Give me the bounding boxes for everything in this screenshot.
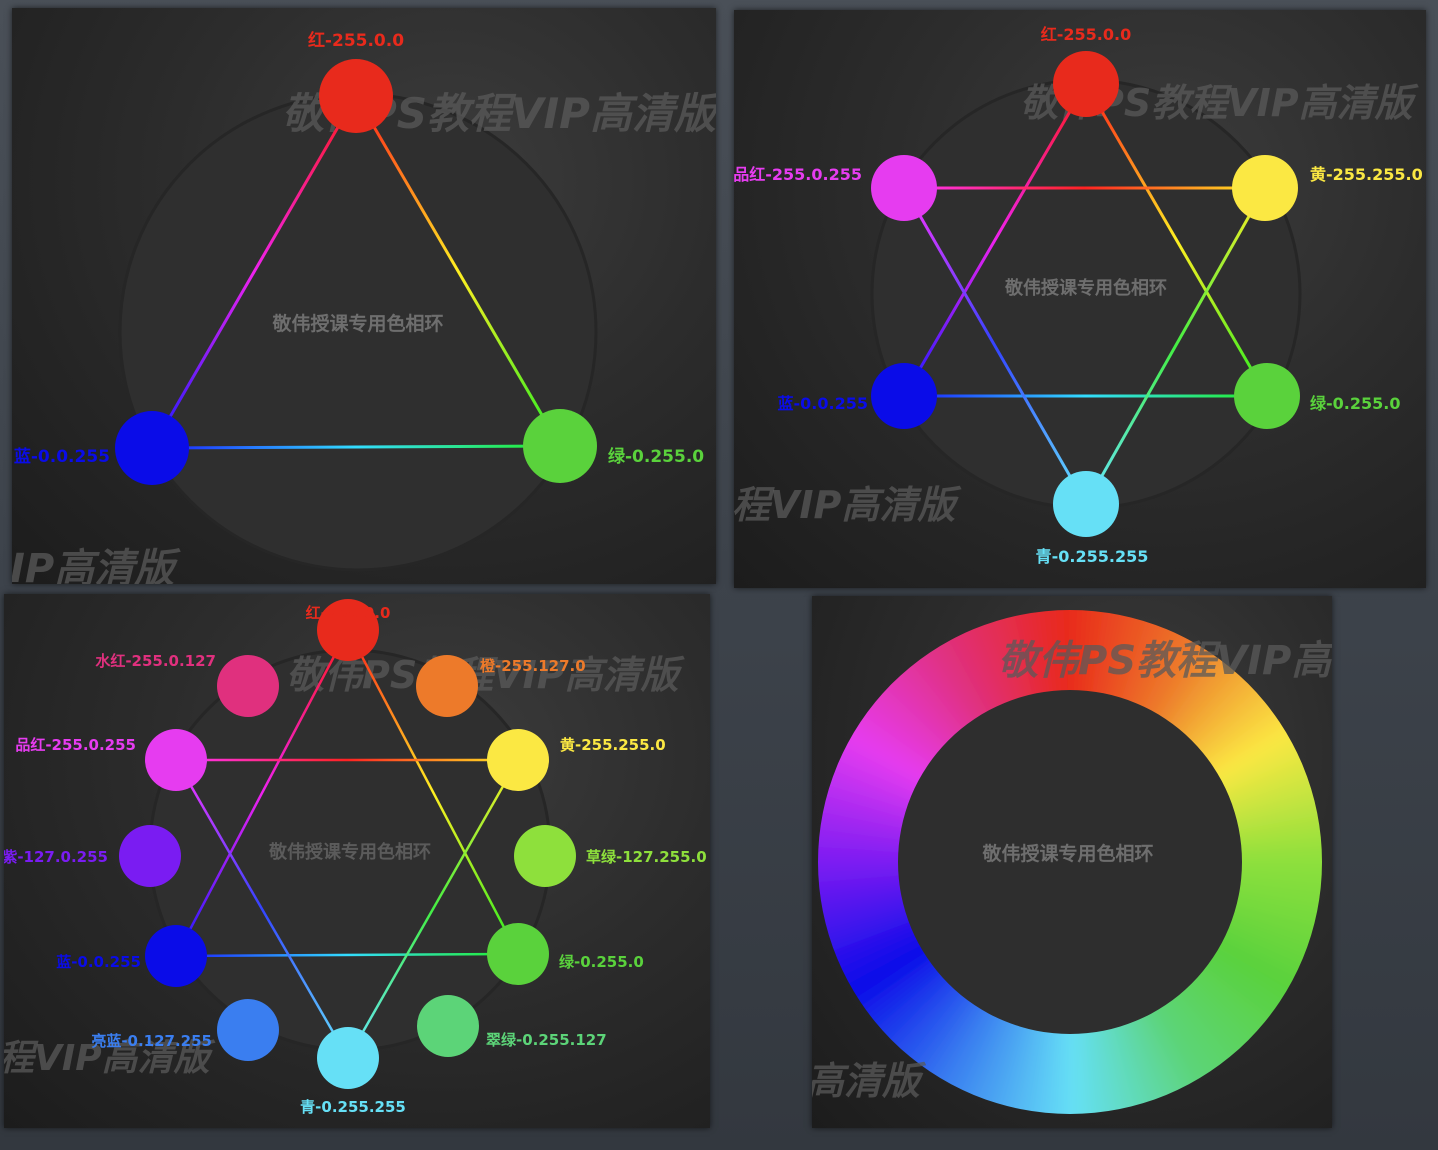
watermark: 敬伟PS教程VIP高 bbox=[998, 638, 1332, 684]
watermark-fragment: 高清版 bbox=[812, 1059, 927, 1103]
node-yellow bbox=[1232, 155, 1298, 221]
edge-green-blue bbox=[151, 444, 561, 450]
watermark-fragment: 程VIP高清版 bbox=[4, 1038, 216, 1079]
node-violet bbox=[119, 825, 181, 887]
edge-blue-red bbox=[174, 629, 350, 957]
label-cyan: 青-0.255.255 bbox=[1036, 547, 1149, 566]
hexagram-diagram: 敬伟PS教程VIP高清版 程VIP高清版 敬伟授课专用色相环 红-255.0.0… bbox=[734, 25, 1423, 566]
edge-yellow-cyan bbox=[346, 759, 520, 1059]
node-rose bbox=[217, 655, 279, 717]
label-spring-green: 翠绿-0.255.127 bbox=[486, 1031, 607, 1049]
label-blue: 蓝-0.0.255 bbox=[56, 953, 141, 971]
label-green: 绿-0.255.0 bbox=[559, 953, 644, 971]
edge-red-green bbox=[354, 95, 562, 447]
node-yellow bbox=[487, 729, 549, 791]
label-green: 绿-0.255.0 bbox=[608, 446, 704, 467]
edge-blue-red bbox=[902, 83, 1088, 397]
node-spring-green bbox=[417, 995, 479, 1057]
label-yellow: 黄-255.255.0 bbox=[560, 736, 666, 754]
label-chartreuse: 草绿-127.255.0 bbox=[586, 848, 707, 866]
node-blue bbox=[145, 925, 207, 987]
node-orange bbox=[416, 655, 478, 717]
label-cyan: 青-0.255.255 bbox=[300, 1098, 406, 1116]
label-violet: 紫-127.0.255 bbox=[4, 848, 108, 866]
edge-blue-red bbox=[150, 95, 358, 449]
label-green: 绿-0.255.0 bbox=[1310, 394, 1400, 413]
label-red: 红-255.0.0 bbox=[306, 604, 391, 622]
node-green bbox=[523, 409, 597, 483]
edge-cyan-magenta bbox=[902, 187, 1088, 505]
label-blue: 蓝-0.0.255 bbox=[778, 394, 868, 413]
edge-green-blue bbox=[175, 952, 519, 958]
panel-six-color-star: 敬伟PS教程VIP高清版 程VIP高清版 敬伟授课专用色相环 红-255.0.0… bbox=[734, 10, 1426, 588]
center-label: 敬伟授课专用色相环 bbox=[268, 841, 431, 863]
center-label: 敬伟授课专用色相环 bbox=[1004, 277, 1167, 299]
watermark-fragment: 程VIP高清版 bbox=[734, 483, 962, 527]
node-azure bbox=[217, 999, 279, 1061]
node-chartreuse bbox=[514, 825, 576, 887]
twelve-color-diagram: 敬伟PS教程VIP高清版 程VIP高清版 敬伟授课专用色相环 红-255.0.0… bbox=[4, 599, 707, 1116]
ring-inner-disc bbox=[894, 686, 1246, 1038]
label-yellow: 黄-255.255.0 bbox=[1310, 165, 1423, 184]
node-red bbox=[317, 599, 379, 661]
node-blue bbox=[115, 411, 189, 485]
edge-red-green bbox=[1084, 83, 1269, 397]
label-magenta: 品红-255.0.255 bbox=[734, 165, 862, 184]
panel-continuous-hue-ring: 敬伟PS教程VIP高 高清版 敬伟授课专用色相环 bbox=[812, 596, 1332, 1128]
panel-twelve-color-wheel: 敬伟PS教程VIP高清版 程VIP高清版 敬伟授课专用色相环 红-255.0.0… bbox=[4, 594, 710, 1128]
label-red: 红-255.0.0 bbox=[1041, 25, 1131, 44]
panel-primary-triangle: 敬伟PS教程VIP高清版 IP高清版 敬伟授课专用色相环 红-255.0.0 绿… bbox=[12, 8, 716, 584]
node-cyan bbox=[1053, 471, 1119, 537]
edge-cyan-magenta bbox=[174, 759, 350, 1059]
label-azure: 亮蓝-0.127.255 bbox=[91, 1032, 212, 1050]
label-red: 红-255.0.0 bbox=[308, 30, 404, 51]
edge-yellow-cyan bbox=[1084, 187, 1267, 505]
hue-ring-diagram: 敬伟PS教程VIP高 高清版 敬伟授课专用色相环 bbox=[812, 610, 1332, 1114]
watermark-fragment: IP高清版 bbox=[12, 546, 181, 584]
label-magenta: 品红-255.0.255 bbox=[15, 736, 136, 754]
node-magenta bbox=[145, 729, 207, 791]
triangle-diagram: 敬伟PS教程VIP高清版 IP高清版 敬伟授课专用色相环 红-255.0.0 绿… bbox=[12, 30, 716, 584]
label-rose: 水红-255.0.127 bbox=[95, 652, 216, 670]
node-cyan bbox=[317, 1027, 379, 1089]
node-blue bbox=[871, 363, 937, 429]
center-label: 敬伟授课专用色相环 bbox=[271, 312, 443, 335]
center-label: 敬伟授课专用色相环 bbox=[981, 842, 1153, 865]
node-magenta bbox=[871, 155, 937, 221]
label-orange: 橙-255.127.0 bbox=[480, 657, 586, 675]
node-green bbox=[1234, 363, 1300, 429]
node-red bbox=[319, 59, 393, 133]
node-green bbox=[487, 923, 549, 985]
node-red bbox=[1053, 51, 1119, 117]
label-blue: 蓝-0.0.255 bbox=[14, 447, 110, 467]
edge-red-green bbox=[346, 629, 520, 955]
